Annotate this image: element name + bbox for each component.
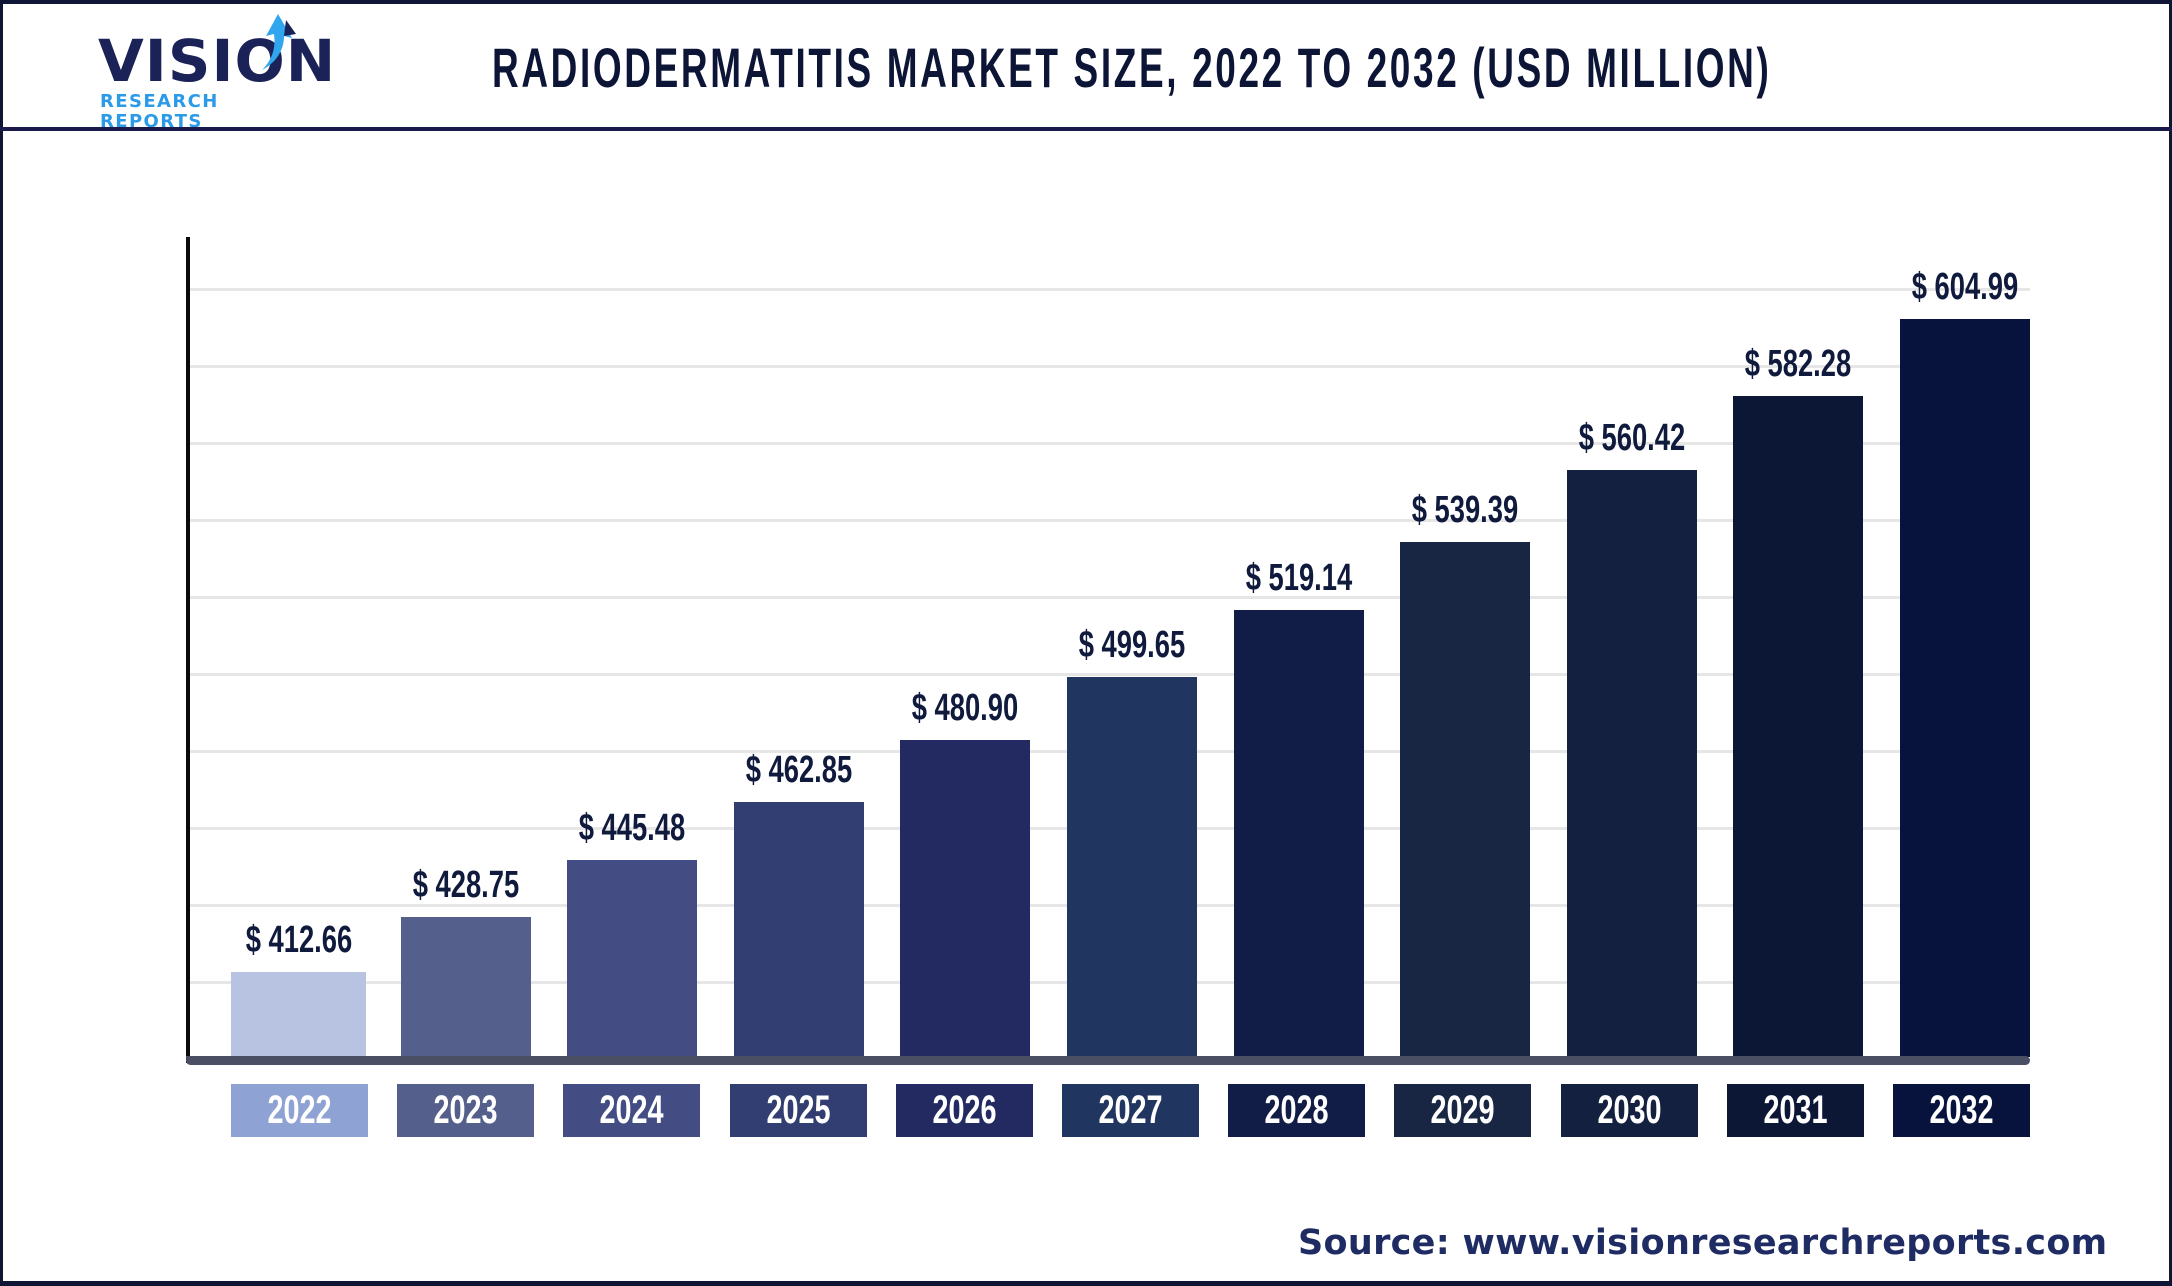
data-label-text: $ 462.85 bbox=[745, 749, 853, 791]
bar-2023 bbox=[401, 917, 531, 1057]
logo-wordmark: VISION bbox=[98, 27, 337, 95]
data-label: $ 560.42 bbox=[1547, 418, 1717, 458]
data-label: $ 445.48 bbox=[547, 808, 717, 848]
data-label-text: $ 445.48 bbox=[578, 807, 686, 849]
x-tick-label: 2025 bbox=[730, 1084, 867, 1137]
x-tick-text: 2022 bbox=[267, 1088, 332, 1132]
data-label: $ 462.85 bbox=[714, 750, 884, 790]
bar-2025 bbox=[734, 802, 864, 1057]
x-tick-text: 2028 bbox=[1264, 1088, 1329, 1132]
x-tick-label: 2030 bbox=[1561, 1084, 1698, 1137]
x-tick-label: 2027 bbox=[1062, 1084, 1199, 1137]
data-label-text: $ 604.99 bbox=[1911, 266, 2019, 308]
data-label: $ 480.90 bbox=[880, 688, 1050, 728]
x-tick-text: 2030 bbox=[1597, 1088, 1662, 1132]
source-note: Source: www.visionresearchreports.com bbox=[1298, 1223, 2108, 1263]
bar-2029 bbox=[1400, 542, 1530, 1057]
x-tick-label: 2029 bbox=[1394, 1084, 1531, 1137]
data-label: $ 412.66 bbox=[211, 920, 386, 960]
bar-2024 bbox=[567, 860, 697, 1057]
data-label-text: $ 582.28 bbox=[1744, 343, 1852, 385]
x-tick-text: 2029 bbox=[1430, 1088, 1495, 1132]
bar-2027 bbox=[1067, 677, 1197, 1057]
data-label-text: $ 412.66 bbox=[245, 919, 352, 961]
bar-2022 bbox=[231, 972, 366, 1057]
x-axis bbox=[186, 1056, 2030, 1065]
gridline bbox=[190, 288, 2030, 291]
data-label-text: $ 519.14 bbox=[1245, 557, 1353, 599]
x-tick-label: 2032 bbox=[1893, 1084, 2030, 1137]
y-axis bbox=[186, 237, 190, 1063]
logo: VISION RESEARCH REPORTS bbox=[98, 12, 335, 132]
arrow-drop-icon bbox=[262, 14, 296, 70]
bar-2026 bbox=[900, 740, 1030, 1057]
x-tick-text: 2024 bbox=[599, 1088, 664, 1132]
data-label: $ 539.39 bbox=[1380, 490, 1550, 530]
data-label: $ 428.75 bbox=[381, 865, 551, 905]
data-label: $ 499.65 bbox=[1047, 625, 1217, 665]
x-tick-text: 2031 bbox=[1763, 1088, 1828, 1132]
bar-2028 bbox=[1234, 610, 1364, 1057]
bar-2031 bbox=[1733, 396, 1863, 1057]
x-tick-label: 2023 bbox=[397, 1084, 534, 1137]
gridline bbox=[190, 519, 2030, 522]
x-tick-label: 2024 bbox=[563, 1084, 700, 1137]
gridline bbox=[190, 596, 2030, 599]
x-tick-text: 2023 bbox=[433, 1088, 498, 1132]
logo-subtitle: RESEARCH REPORTS bbox=[100, 91, 219, 132]
x-tick-text: 2027 bbox=[1098, 1088, 1163, 1132]
gridline bbox=[190, 365, 2030, 368]
header-divider bbox=[0, 127, 2172, 131]
x-tick-text: 2026 bbox=[932, 1088, 997, 1132]
bar-2032 bbox=[1900, 319, 2030, 1057]
x-tick-label: 2026 bbox=[896, 1084, 1033, 1137]
x-tick-text: 2032 bbox=[1929, 1088, 1994, 1132]
bar-2030 bbox=[1567, 470, 1697, 1057]
data-label: $ 519.14 bbox=[1214, 558, 1384, 598]
data-label-text: $ 560.42 bbox=[1578, 417, 1686, 459]
data-label-text: $ 428.75 bbox=[412, 864, 520, 906]
data-label-text: $ 539.39 bbox=[1411, 489, 1519, 531]
x-tick-label: 2031 bbox=[1727, 1084, 1864, 1137]
data-label-text: $ 499.65 bbox=[1078, 624, 1186, 666]
chart-title: RADIODERMATITIS MARKET SIZE, 2022 TO 203… bbox=[492, 36, 1772, 99]
gridline bbox=[190, 673, 2030, 676]
x-tick-label: 2028 bbox=[1228, 1084, 1365, 1137]
data-label-text: $ 480.90 bbox=[911, 687, 1019, 729]
data-label: $ 604.99 bbox=[1880, 267, 2050, 307]
x-tick-text: 2025 bbox=[766, 1088, 831, 1132]
data-label: $ 582.28 bbox=[1713, 344, 1883, 384]
gridline bbox=[190, 442, 2030, 445]
x-tick-label: 2022 bbox=[231, 1084, 368, 1137]
